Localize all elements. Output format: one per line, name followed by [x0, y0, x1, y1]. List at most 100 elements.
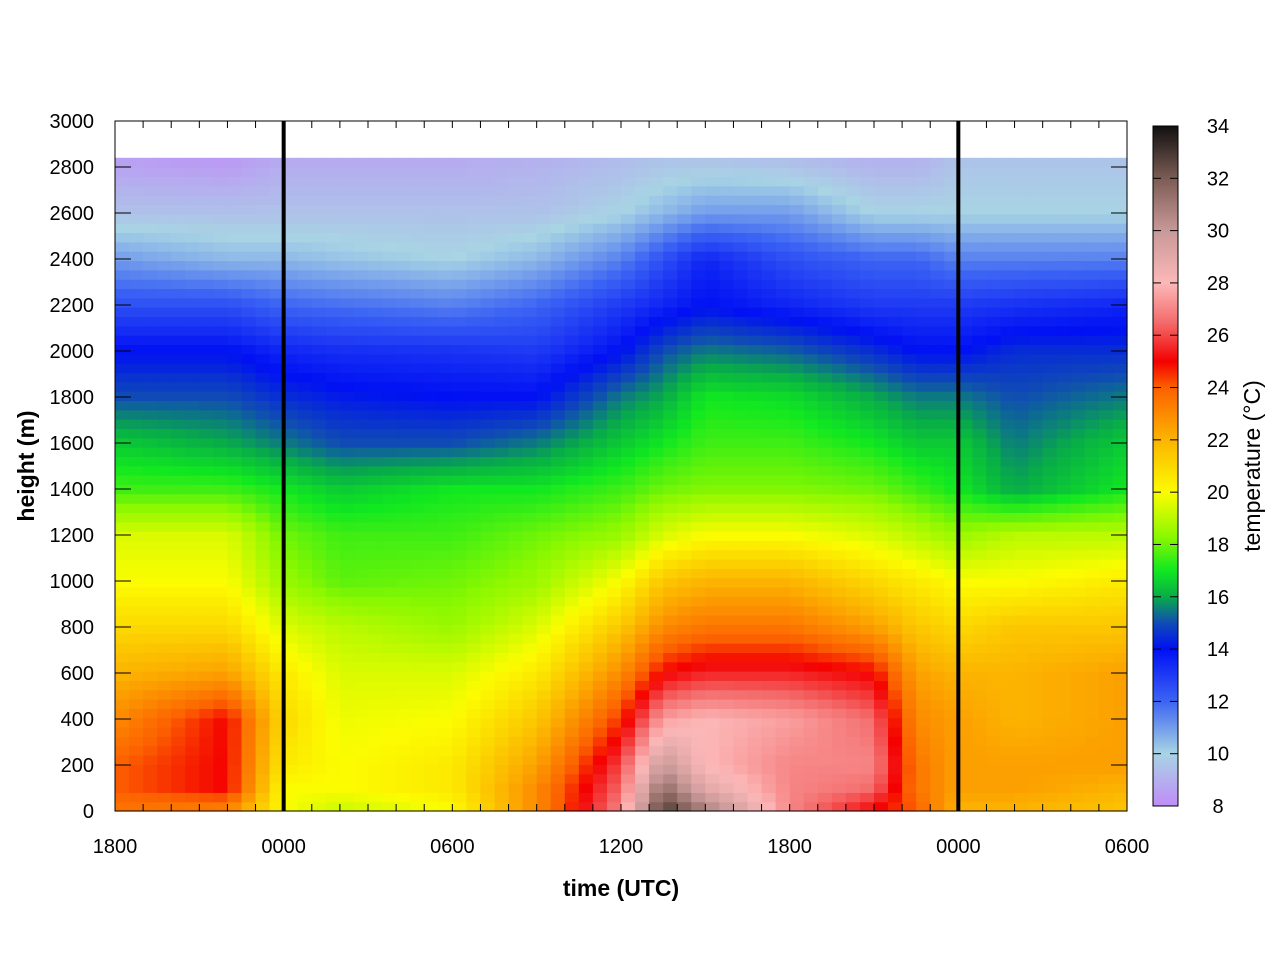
heatmap-cell — [705, 801, 720, 812]
heatmap-cell — [311, 251, 327, 262]
heatmap-cell — [986, 475, 1002, 485]
heatmap-cell — [255, 689, 271, 700]
heatmap-cell — [227, 157, 243, 168]
heatmap-cell — [143, 344, 158, 355]
heatmap-cell — [269, 251, 285, 262]
heatmap-cell — [578, 475, 594, 485]
heatmap-cell — [986, 363, 1002, 374]
heatmap-cell — [241, 400, 257, 411]
heatmap-cell — [353, 475, 369, 485]
heatmap-cell — [339, 699, 355, 709]
heatmap-cell — [185, 587, 200, 597]
heatmap-cell — [831, 615, 847, 625]
heatmap-cell — [747, 484, 763, 495]
heatmap-cell — [1028, 727, 1044, 737]
heatmap-cell — [438, 484, 453, 495]
heatmap-cell — [691, 428, 706, 439]
heatmap-cell — [606, 717, 622, 728]
heatmap-cell — [522, 587, 538, 597]
heatmap-cell — [789, 335, 805, 346]
heatmap-cell — [185, 307, 200, 318]
heatmap-cell — [466, 596, 482, 607]
heatmap-cell — [621, 344, 636, 355]
heatmap-cell — [874, 288, 889, 299]
heatmap-cell — [1056, 745, 1072, 756]
heatmap-cell — [466, 745, 482, 756]
heatmap-cell — [494, 652, 510, 663]
heatmap-cell — [719, 755, 735, 765]
heatmap-cell — [1084, 773, 1100, 784]
heatmap-cell — [1014, 456, 1030, 467]
heatmap-cell — [874, 409, 889, 420]
heatmap-cell — [466, 195, 482, 206]
heatmap-cell — [550, 428, 566, 439]
heatmap-cell — [803, 307, 819, 318]
heatmap-cell — [621, 409, 636, 420]
heatmap-cell — [283, 195, 299, 206]
heatmap-cell — [508, 512, 524, 523]
heatmap-cell — [325, 493, 341, 504]
heatmap-cell — [480, 241, 496, 252]
heatmap-cell — [916, 745, 931, 756]
heatmap-cell — [129, 643, 144, 653]
heatmap-cell — [213, 587, 229, 597]
heatmap-cell — [803, 251, 819, 262]
heatmap-cell — [129, 372, 144, 383]
heatmap-cell — [1098, 241, 1114, 252]
heatmap-cell — [1056, 307, 1072, 318]
heatmap-cell — [171, 456, 186, 467]
heatmap-cell — [452, 717, 467, 728]
heatmap-cell — [368, 195, 383, 206]
heatmap-cell — [1014, 755, 1030, 765]
heatmap-cell — [691, 493, 706, 504]
heatmap-cell — [311, 437, 327, 448]
heatmap-cell — [480, 615, 496, 625]
heatmap-cell — [817, 307, 833, 318]
heatmap-cell — [1112, 195, 1128, 206]
heatmap-cell — [649, 559, 664, 569]
heatmap-cell — [241, 204, 257, 215]
heatmap-cell — [213, 764, 229, 775]
heatmap-cell — [382, 643, 397, 653]
heatmap-cell — [621, 540, 636, 551]
heatmap-cell — [789, 437, 805, 448]
heatmap-cell — [705, 353, 720, 364]
heatmap-cell — [803, 764, 819, 775]
heatmap-cell — [606, 391, 622, 402]
heatmap-cell — [691, 335, 706, 346]
heatmap-cell — [396, 493, 411, 504]
heatmap-cell — [269, 559, 285, 569]
heatmap-cell — [747, 316, 763, 327]
heatmap-cell — [635, 652, 650, 663]
heatmap-cell — [1084, 316, 1100, 327]
heatmap-cell — [1112, 475, 1128, 485]
heatmap-cell — [143, 297, 158, 308]
heatmap-cell — [677, 185, 692, 196]
heatmap-cell — [1112, 521, 1128, 532]
heatmap-cell — [916, 521, 931, 532]
heatmap-cell — [396, 391, 411, 402]
heatmap-cell — [227, 503, 243, 513]
heatmap-cell — [1042, 391, 1058, 402]
heatmap-cell — [185, 456, 200, 467]
heatmap-cell — [297, 699, 313, 709]
heatmap-cell — [522, 195, 538, 206]
heatmap-cell — [227, 391, 243, 402]
heatmap-cell — [283, 363, 299, 374]
heatmap-cell — [691, 363, 706, 374]
heatmap-cell — [761, 792, 777, 803]
heatmap-cell — [325, 456, 341, 467]
heatmap-cell — [1070, 279, 1086, 290]
heatmap-cell — [466, 699, 482, 709]
heatmap-cell — [621, 531, 636, 541]
heatmap-cell — [353, 157, 369, 168]
heatmap-cell — [1112, 652, 1128, 663]
heatmap-cell — [888, 251, 903, 262]
heatmap-cell — [396, 531, 411, 541]
heatmap-cell — [325, 316, 341, 327]
heatmap-cell — [1084, 232, 1100, 243]
heatmap-cell — [297, 288, 313, 299]
heatmap-cell — [1084, 335, 1100, 346]
heatmap-cell — [972, 465, 988, 476]
heatmap-cell — [944, 297, 959, 308]
